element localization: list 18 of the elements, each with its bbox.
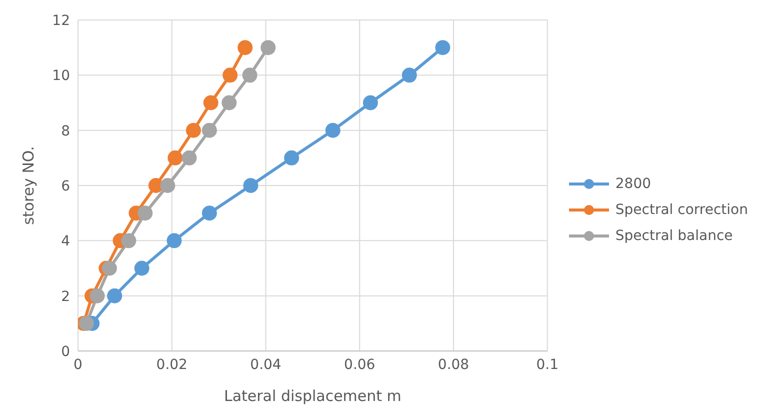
y-tick-label: 0 [61, 344, 70, 360]
x-tick-label: 0.04 [250, 356, 282, 373]
x-tick-label: 0.1 [536, 356, 559, 373]
y-tick-label: 12 [52, 12, 70, 29]
y-tick-label: 4 [61, 234, 70, 250]
legend-label: 2800 [615, 176, 652, 192]
y-tick-label: 8 [61, 123, 70, 140]
x-tick-label: 0.02 [156, 356, 188, 373]
x-axis-title: Lateral displacement m [224, 387, 402, 405]
x-tick-label: 0.08 [438, 356, 470, 373]
y-tick-label: 2 [61, 288, 70, 305]
x-tick-label: 0 [74, 356, 82, 373]
y-tick-label: 10 [52, 68, 70, 84]
x-tick-label: 0.06 [344, 356, 376, 373]
y-axis-title: storey NO. [19, 146, 38, 225]
legend-label: Spectral correction [615, 202, 748, 218]
legend-label: Spectral balance [615, 228, 733, 244]
y-tick-label: 6 [61, 178, 70, 194]
